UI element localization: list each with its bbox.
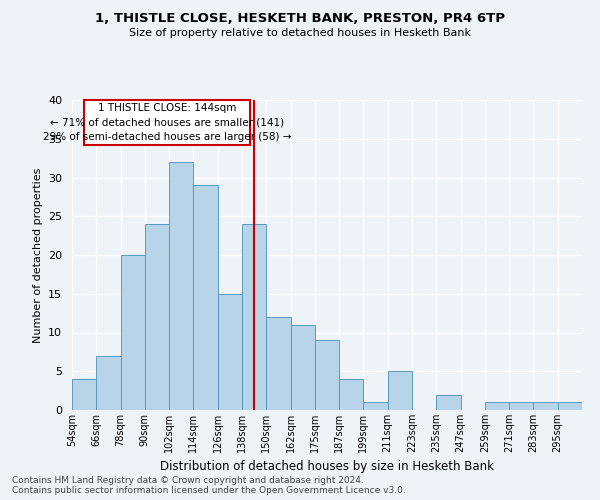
Bar	[218, 294, 242, 410]
Bar	[290, 325, 315, 410]
Bar	[558, 402, 582, 410]
Text: Contains HM Land Registry data © Crown copyright and database right 2024.: Contains HM Land Registry data © Crown c…	[12, 476, 364, 485]
Text: 1 THISTLE CLOSE: 144sqm
← 71% of detached houses are smaller (141)
29% of semi-d: 1 THISTLE CLOSE: 144sqm ← 71% of detache…	[43, 102, 292, 142]
Bar	[96, 356, 121, 410]
Bar	[388, 371, 412, 410]
Bar	[72, 379, 96, 410]
Bar	[193, 185, 218, 410]
Bar	[436, 394, 461, 410]
Bar	[145, 224, 169, 410]
Text: 1, THISTLE CLOSE, HESKETH BANK, PRESTON, PR4 6TP: 1, THISTLE CLOSE, HESKETH BANK, PRESTON,…	[95, 12, 505, 26]
Bar	[315, 340, 339, 410]
Bar	[266, 317, 290, 410]
Bar	[509, 402, 533, 410]
Bar	[339, 379, 364, 410]
Bar	[485, 402, 509, 410]
Bar	[121, 255, 145, 410]
FancyBboxPatch shape	[84, 100, 251, 145]
Text: Size of property relative to detached houses in Hesketh Bank: Size of property relative to detached ho…	[129, 28, 471, 38]
Bar	[533, 402, 558, 410]
Y-axis label: Number of detached properties: Number of detached properties	[32, 168, 43, 342]
Bar	[169, 162, 193, 410]
X-axis label: Distribution of detached houses by size in Hesketh Bank: Distribution of detached houses by size …	[160, 460, 494, 473]
Bar	[364, 402, 388, 410]
Bar	[242, 224, 266, 410]
Text: Contains public sector information licensed under the Open Government Licence v3: Contains public sector information licen…	[12, 486, 406, 495]
